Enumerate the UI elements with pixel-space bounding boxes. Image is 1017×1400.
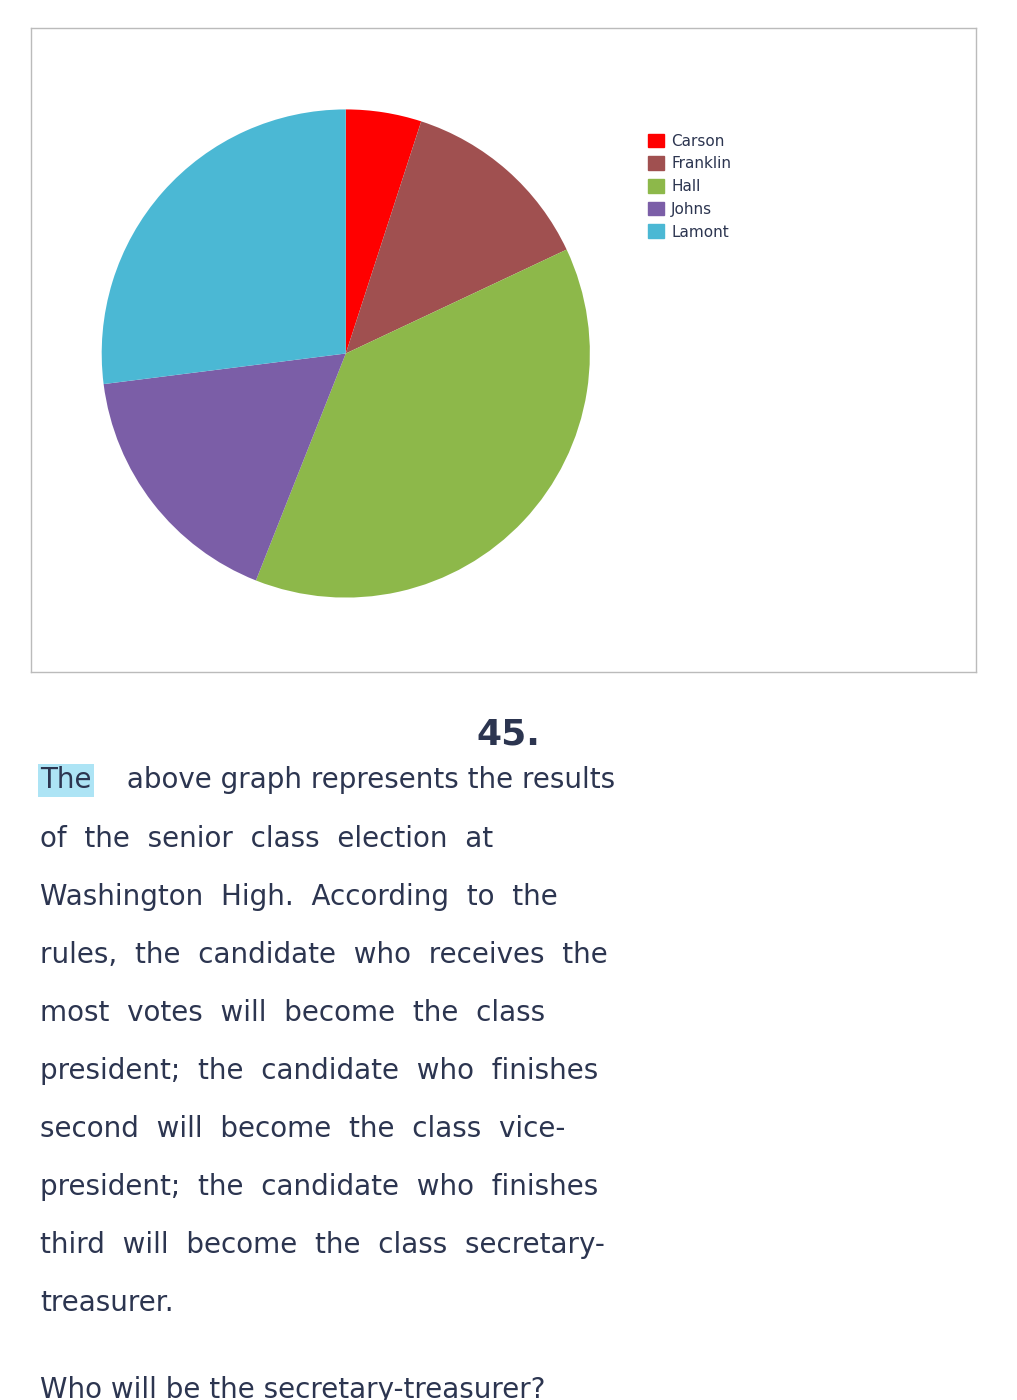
Wedge shape	[346, 122, 566, 353]
Text: third  will  become  the  class  secretary-: third will become the class secretary-	[40, 1232, 605, 1260]
Wedge shape	[256, 249, 590, 598]
Wedge shape	[346, 109, 421, 353]
Text: treasurer.: treasurer.	[40, 1289, 174, 1317]
Text: Who will be the secretary-treasurer?: Who will be the secretary-treasurer?	[40, 1375, 545, 1400]
Text: president;  the  candidate  who  finishes: president; the candidate who finishes	[40, 1057, 598, 1085]
Text: of  the  senior  class  election  at: of the senior class election at	[40, 825, 493, 853]
Text: president;  the  candidate  who  finishes: president; the candidate who finishes	[40, 1173, 598, 1201]
Text: second  will  become  the  class  vice-: second will become the class vice-	[40, 1114, 565, 1142]
Text: most  votes  will  become  the  class: most votes will become the class	[40, 1000, 545, 1028]
Wedge shape	[104, 353, 346, 581]
Text: Washington  High.  According  to  the: Washington High. According to the	[40, 883, 557, 911]
Text: rules,  the  candidate  who  receives  the: rules, the candidate who receives the	[40, 941, 608, 969]
Legend: Carson, Franklin, Hall, Johns, Lamont: Carson, Franklin, Hall, Johns, Lamont	[649, 133, 731, 239]
Wedge shape	[102, 109, 346, 384]
Text: 45.: 45.	[477, 717, 540, 752]
Text: above graph represents the results: above graph represents the results	[118, 767, 615, 795]
Text: The: The	[40, 767, 92, 795]
